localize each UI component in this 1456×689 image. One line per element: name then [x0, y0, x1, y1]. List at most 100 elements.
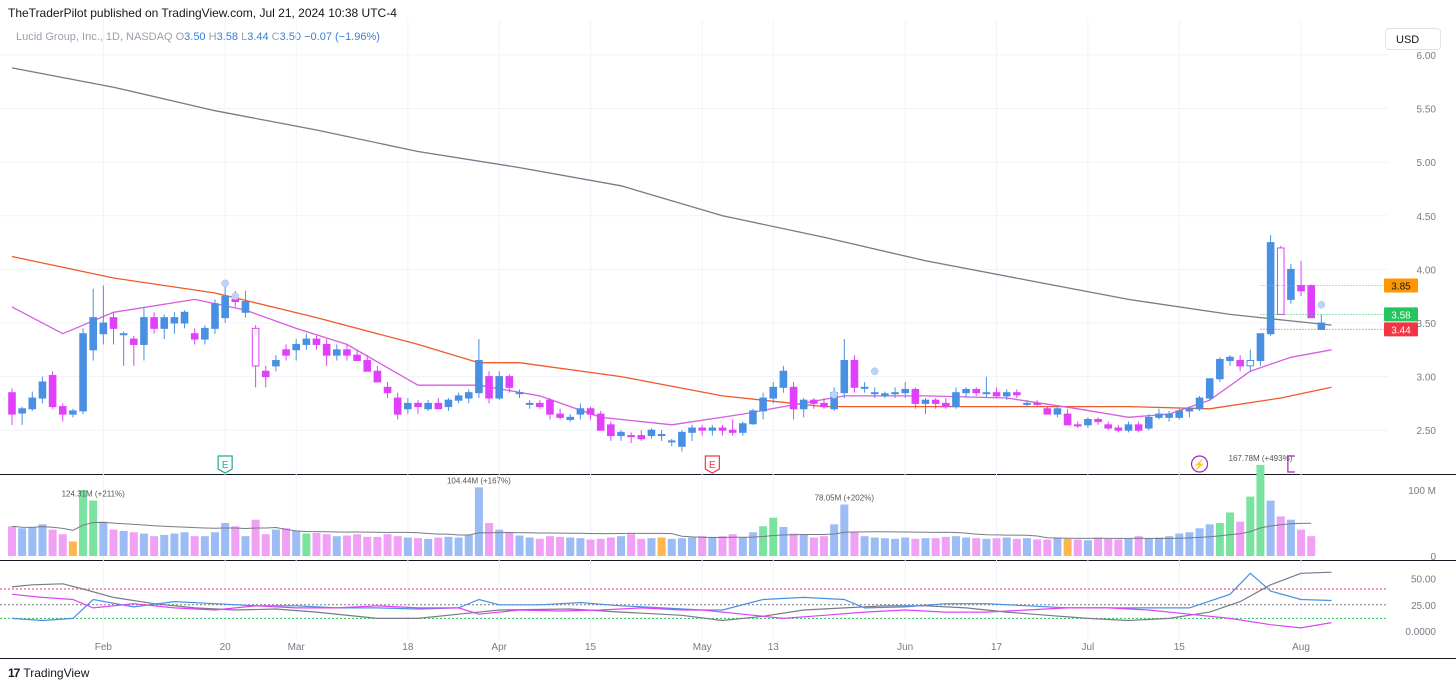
candle-body — [678, 431, 686, 447]
volume-bar — [1266, 500, 1275, 556]
candle-body — [637, 435, 646, 440]
candle-body — [708, 427, 717, 431]
volume-bar — [129, 532, 138, 556]
candle-body — [201, 327, 209, 340]
time-axis-tick: Feb — [95, 642, 113, 653]
volume-bar — [1165, 536, 1174, 556]
volume-bar — [596, 538, 605, 556]
candle-body — [312, 338, 321, 345]
candle-body — [952, 392, 960, 408]
candle-body — [759, 397, 767, 412]
candle-body — [414, 402, 422, 408]
volume-bar — [403, 537, 412, 556]
candle-body — [424, 402, 432, 410]
time-axis-tick: Mar — [288, 642, 306, 653]
candle-body — [1104, 424, 1113, 429]
time-axis-tick: 15 — [585, 642, 597, 653]
volume-bar — [1094, 537, 1103, 556]
candle-body — [1023, 402, 1031, 405]
volume-bar — [58, 534, 67, 556]
candle-body — [525, 402, 534, 405]
volume-bar — [951, 536, 960, 556]
volume-bar — [1205, 524, 1214, 556]
candle-body — [596, 413, 605, 431]
candle-body — [363, 360, 372, 372]
price-label-badge — [1384, 322, 1418, 337]
signal-dot — [231, 292, 240, 300]
candle-body — [1246, 360, 1255, 367]
time-axis-tick: 17 — [991, 642, 1003, 653]
volume-bar — [667, 538, 676, 556]
volume-bar — [261, 534, 270, 556]
candle-body — [109, 317, 118, 329]
symbol-name: Lucid Group, Inc., 1D, NASDAQ — [16, 31, 173, 43]
volume-bar — [698, 536, 707, 556]
volume-bar — [728, 534, 737, 556]
candle-body — [820, 402, 828, 408]
volume-bar — [535, 538, 544, 556]
volume-bar — [1236, 521, 1245, 556]
low-label: L — [241, 31, 248, 43]
time-axis-tick: Aug — [1292, 642, 1310, 653]
volume-bar — [941, 536, 950, 556]
volume-annotation: 124.31M (+211%) — [62, 490, 126, 499]
volume-bar — [322, 534, 331, 556]
candle-body — [647, 429, 656, 437]
candle-body — [1226, 356, 1234, 362]
volume-bar — [495, 529, 504, 556]
candle-body — [58, 406, 67, 415]
brand-footer[interactable]: 17 TradingView — [8, 666, 89, 680]
volume-bar — [647, 538, 656, 556]
candle-body — [404, 402, 412, 410]
earnings-event-icon — [704, 455, 720, 474]
candle-body — [322, 343, 331, 356]
volume-bar — [464, 534, 473, 556]
volume-bar — [1195, 528, 1204, 556]
candle-body — [627, 435, 635, 438]
volume-bar — [1276, 516, 1285, 556]
time-axis-tick: 13 — [768, 642, 780, 653]
candle-body — [1195, 397, 1204, 410]
candle-body — [272, 360, 280, 367]
volume-bar — [901, 537, 910, 556]
price-label-text: 3.58 — [1391, 310, 1411, 321]
price-label-text: 3.44 — [1391, 325, 1411, 336]
candle-body — [718, 427, 727, 431]
volume-bar — [383, 534, 392, 556]
candle-body — [891, 392, 899, 395]
volume-bar — [1053, 538, 1062, 556]
volume-bar — [1307, 536, 1316, 556]
candle-body — [962, 388, 970, 394]
candle-body — [464, 392, 473, 399]
candle-body — [1155, 413, 1163, 418]
volume-bar — [505, 532, 514, 556]
volume-bar — [657, 537, 666, 556]
candle-body — [1094, 418, 1102, 423]
volume-bar — [434, 537, 443, 556]
volume-bar — [1023, 538, 1031, 556]
volume-bar — [363, 536, 372, 556]
candle-body — [739, 423, 747, 433]
candle-body — [150, 317, 158, 329]
price-axis-tick: 5.00 — [1417, 158, 1437, 169]
volume-bar — [576, 538, 585, 556]
currency-button[interactable]: USD — [1385, 28, 1441, 50]
signal-dot — [871, 367, 879, 375]
volume-bar — [606, 537, 615, 556]
candle-body — [170, 317, 179, 324]
volume-bar — [850, 532, 859, 556]
earnings-event-label: E — [709, 460, 716, 471]
candle-body — [840, 360, 849, 394]
candle-body — [99, 322, 108, 335]
volume-bar — [190, 536, 199, 556]
volume-bar — [170, 533, 179, 556]
volume-bar — [485, 523, 494, 556]
brand-name: TradingView — [23, 666, 90, 680]
price-axis-tick: 3.00 — [1417, 373, 1437, 384]
candle-body — [586, 408, 595, 415]
volume-bar — [1104, 538, 1113, 556]
volume-bar — [231, 526, 240, 556]
candle-body — [28, 397, 37, 410]
candle-body — [556, 413, 564, 418]
candle-body — [48, 375, 57, 408]
